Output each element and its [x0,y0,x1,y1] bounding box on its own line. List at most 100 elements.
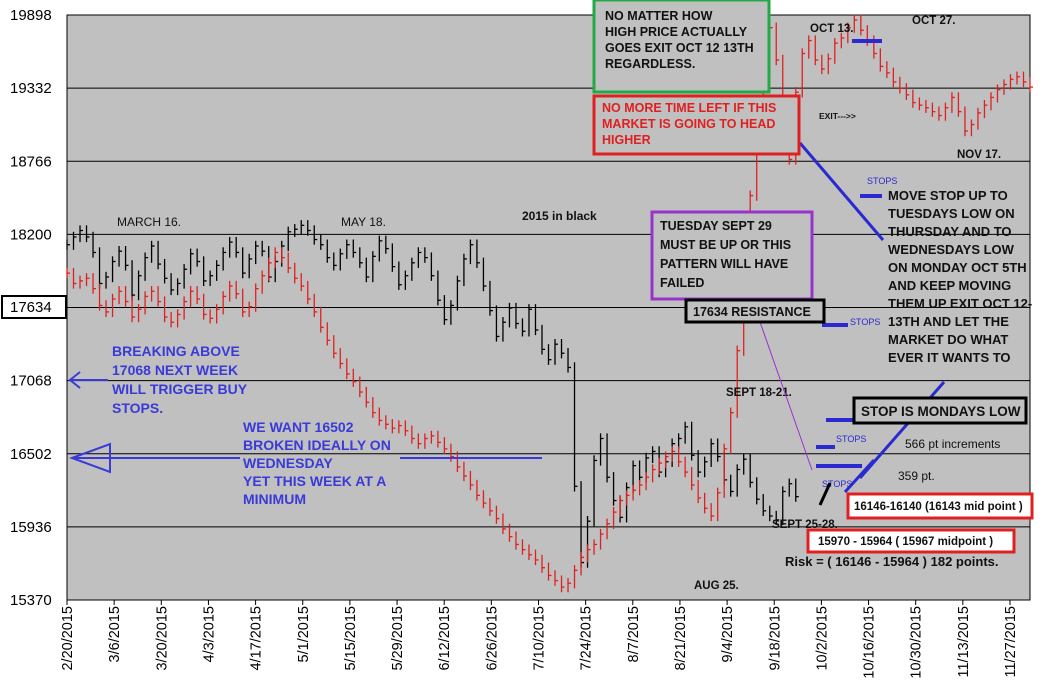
y-tick-label: 17068 [10,373,52,390]
note-we-want-line: WE WANT 16502 [243,419,354,435]
red-note-box [592,94,801,156]
x-tick-label: 7/10/2015 [532,606,548,671]
series-2015-black [66,220,799,568]
annotation-risk: Risk = ( 16146 - 15964 ) 182 points. [785,554,999,569]
x-axis-ticks: 2/20/2015 3/6/2015 3/20/2015 4/3/2015 4/17/2… [60,600,1019,679]
note-move-stop-line: WEDNESDAYS LOW [888,242,1015,257]
x-tick-label: 6/12/2015 [437,606,453,671]
note-breaking-above-line: BREAKING ABOVE [112,343,240,359]
y-tick-label: 18200 [10,226,52,243]
purple-note: TUESDAY SEPT 29 MUST BE UP OR THIS PATTE… [660,219,795,290]
y-tick-label: 19898 [10,7,52,24]
y-tick-label: 15370 [10,592,52,609]
red-note-line: HIGHER [602,133,651,147]
green-note-box [592,0,771,94]
stops-label-3: STOPS [836,434,866,444]
annotation-sept1821: SEPT 18-21. [726,387,792,399]
annotation-nov17: NOV 17. [957,149,1001,161]
green-note-line: HIGH PRICE ACTUALLY [605,25,748,39]
x-tick-label: 9/4/2015 [720,606,736,662]
purple-note-line: FAILED [660,276,704,290]
purple-note-box [650,210,814,301]
x-tick-label: 10/30/2015 [909,606,925,679]
note-we-want-line: MINIMUM [243,491,306,507]
black-pointer [818,482,832,506]
note-breaking-above: BREAKING ABOVE 17068 NEXT WEEK WILL TRIG… [112,343,251,416]
x-tick-label: 9/18/2015 [767,606,783,671]
range-15970-box [806,528,1016,554]
resistance-label: 17634 RESISTANCE [693,305,811,319]
note-move-stop-line: EVER IT WANTS TO [888,350,1011,365]
x-tick-label: 4/3/2015 [201,606,217,662]
x-tick-label: 8/7/2015 [626,606,642,662]
x-tick-label: 5/29/2015 [390,606,406,671]
x-tick-label: 11/27/2015 [1003,606,1019,678]
note-move-stop: MOVE STOP UP TO TUESDAYS LOW ON THURSDAY… [888,188,1036,365]
ytick-17634-box [1,295,67,319]
annotation-legend-2015: 2015 in black [522,209,597,223]
y-tick-label: 19332 [10,80,52,97]
note-we-want-line: YET THIS WEEK AT A [243,473,386,489]
annotation-sept2528: SEPT 25-28. [772,519,838,531]
annotation-march16: MARCH 16. [117,215,181,229]
range-16146-label: 16146-16140 (16143 mid point ) [854,501,1023,513]
range-15970-label: 15970 - 15964 ( 15967 midpoint ) [818,536,993,548]
purple-pointer [759,321,813,471]
x-tick-label: 4/17/2015 [249,606,265,671]
red-note: NO MORE TIME LEFT IF THIS MARKET IS GOIN… [602,101,780,147]
gridlines [67,14,1030,601]
y-tick-label: 18766 [10,153,52,170]
purple-note-line: TUESDAY SEPT 29 [660,219,772,233]
annotation-359-pt: 359 pt. [898,469,935,483]
x-tick-label: 6/26/2015 [484,606,500,671]
note-breaking-above-line: WILL TRIGGER BUY [112,381,248,397]
ytick-17634-boxed-label: 17634 [10,299,52,316]
annotation-oct13: OCT 13. [810,23,853,35]
x-tick-label: 5/15/2015 [343,606,359,671]
annotation-aug25: AUG 25. [694,580,739,592]
x-tick-label: 3/20/2015 [154,606,170,671]
note-breaking-above-line: STOPS. [112,400,163,416]
y-axis-ticks: 19898 19332 18766 18200 17068 16502 15936 15370 [10,7,52,609]
red-note-line: MARKET IS GOING TO HEAD [602,117,775,131]
note-move-stop-line: THURSDAY AND TO [888,224,1012,239]
green-note-line: GOES EXIT OCT 12 13TH [605,41,754,55]
x-tick-label: 2/20/2015 [60,606,76,671]
x-tick-label: 11/13/2015 [956,606,972,678]
green-note: NO MATTER HOW HIGH PRICE ACTUALLY GOES E… [605,9,757,71]
annotation-oct27: OCT 27. [912,15,955,27]
x-tick-label: 10/16/2015 [862,606,878,679]
note-we-want: WE WANT 16502 BROKEN IDEALLY ON WEDNESDA… [243,419,395,507]
note-we-want-line: WEDNESDAY [243,455,333,471]
note-move-stop-line: AND KEEP MOVING [888,278,1011,293]
x-tick-label: 3/6/2015 [107,606,123,662]
red-note-line: NO MORE TIME LEFT IF THIS [602,101,776,115]
note-we-want-line: BROKEN IDEALLY ON [243,437,391,453]
purple-note-line: MUST BE UP OR THIS [660,238,791,252]
note-move-stop-line: MOVE STOP UP TO [888,188,1008,203]
stops-label-4: STOPS [822,479,852,489]
note-move-stop-line: ON MONDAY OCT 5TH [888,260,1027,275]
y-tick-label: 15936 [10,519,52,536]
green-note-line: REGARDLESS. [605,57,695,71]
x-tick-label: 10/2/2015 [814,606,830,671]
stops-label-2: STOPS [850,317,880,327]
note-move-stop-line: THEM UP EXIT OCT 12- [888,296,1032,311]
stop-monday-box [852,396,1028,425]
x-tick-label: 8/21/2015 [673,606,689,671]
arrow-left-17068 [68,371,108,389]
series-layer [66,14,1033,593]
stops-label-1: STOPS [867,176,897,186]
range-16146-box [846,492,1034,520]
annotation-566-increments: 566 pt increments [905,437,1000,451]
stop-markers [816,39,882,468]
note-breaking-above-line: 17068 NEXT WEEK [112,362,238,378]
y-tick-label: 16502 [10,446,52,463]
resistance-box [684,298,826,324]
purple-note-line: PATTERN WILL HAVE [660,257,788,271]
x-tick-label: 5/1/2015 [296,606,312,662]
green-note-line: NO MATTER HOW [605,9,713,23]
arrow-left-16502 [69,442,542,474]
stop-monday-label: STOP IS MONDAYS LOW [861,404,1021,419]
